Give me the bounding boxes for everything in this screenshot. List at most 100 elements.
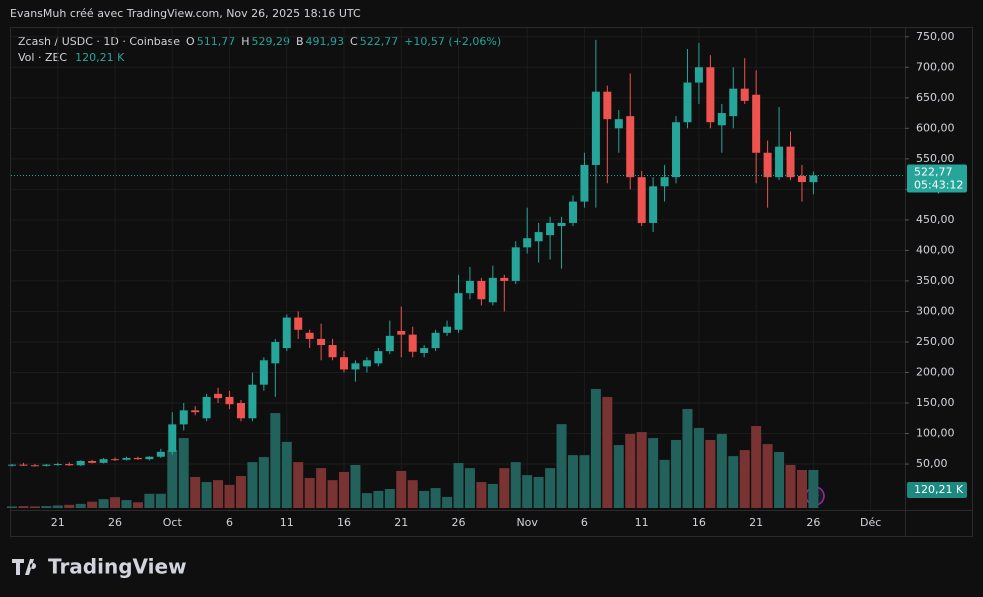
x-tick-label: 21: [749, 516, 763, 529]
volume-bar: [613, 445, 624, 508]
candle-body: [500, 277, 509, 281]
volume-bar: [350, 464, 361, 508]
legend-key: B: [296, 35, 304, 48]
volume-bar: [201, 482, 212, 508]
x-tick-label: 21: [394, 516, 408, 529]
legend-key: H: [241, 35, 249, 48]
volume-bar: [739, 450, 750, 508]
candle-body: [19, 464, 28, 466]
volume-bar: [361, 493, 372, 508]
attribution: EvansMuh créé avec TradingView.com, Nov …: [10, 7, 361, 20]
volume-bar: [751, 426, 762, 508]
x-tick-label: 6: [581, 516, 588, 529]
volume-bar: [235, 476, 246, 508]
y-tick-label: 650,00: [916, 91, 955, 104]
candle-body: [477, 280, 486, 300]
volume-bars: [7, 389, 819, 508]
candle-body: [282, 317, 291, 349]
volume-bar: [636, 432, 647, 508]
candle-body: [614, 119, 623, 129]
legend: Zcash / USDC · 1D · Coinbase O 511,77 H 529,…: [18, 35, 501, 64]
candle-body: [111, 459, 120, 461]
volume-bar: [556, 424, 567, 508]
volume-bar: [52, 505, 63, 508]
candle-body: [454, 293, 463, 330]
x-tick-label: 26: [108, 516, 122, 529]
candle-body: [649, 186, 658, 223]
volume-bar: [110, 497, 121, 508]
y-tick-label: 600,00: [916, 121, 955, 134]
candle-body: [546, 222, 555, 236]
volume-bar: [419, 490, 430, 508]
candle-body: [511, 247, 520, 281]
volume-bar: [671, 439, 682, 508]
volume-bar: [167, 450, 178, 508]
volume-bar: [98, 499, 109, 508]
volume-bar: [213, 480, 224, 508]
candle-body: [8, 464, 16, 466]
volume-bar: [281, 441, 292, 508]
legend-volume-value: 120,21 K: [75, 51, 125, 64]
volume-bar: [64, 504, 75, 508]
volume-bar: [18, 506, 29, 508]
candle-body: [717, 113, 726, 126]
candle-body: [443, 326, 452, 333]
candle-body: [122, 457, 131, 460]
volume-bar: [396, 470, 407, 508]
volume-bar: [132, 502, 143, 508]
volume-bar: [476, 482, 487, 508]
volume-bar: [121, 500, 132, 508]
candle-body: [340, 357, 349, 370]
logo-text: TradingView: [48, 555, 187, 579]
volume-bar: [693, 427, 704, 508]
volume-bar: [533, 476, 544, 508]
x-tick-label: 16: [337, 516, 351, 529]
candle-body: [729, 88, 738, 117]
candle-body: [76, 460, 85, 466]
candle-body: [775, 146, 784, 178]
volume-box: [907, 481, 967, 498]
volume-bar: [442, 496, 453, 508]
x-tick-label: 26: [806, 516, 820, 529]
candle-body: [637, 177, 646, 223]
volume-bar: [293, 462, 304, 508]
candle-body: [248, 384, 257, 419]
candle-body: [305, 332, 314, 339]
candle-body: [408, 334, 417, 352]
y-tick-label: 200,00: [916, 365, 955, 378]
candle-body: [53, 464, 62, 466]
candle-body: [752, 94, 761, 153]
volume-bar: [7, 506, 17, 508]
volume-bar: [499, 468, 510, 508]
candle-body: [191, 410, 200, 413]
volume-bar: [705, 439, 716, 508]
y-tick-label: 50,00: [916, 457, 948, 470]
candle-body: [168, 424, 177, 452]
y-tick-label: 250,00: [916, 335, 955, 348]
candle-body: [626, 116, 635, 178]
legend-volume-name: Vol · ZEC: [18, 51, 67, 64]
candle-body: [88, 460, 97, 463]
countdown: 05:43:12: [914, 178, 963, 191]
x-tick-label: 11: [280, 516, 294, 529]
volume-bar: [247, 462, 258, 508]
volume-bar: [567, 455, 578, 508]
y-tick-label: 150,00: [916, 396, 955, 409]
x-tick-label: Nov: [516, 516, 538, 529]
legend-key: C: [350, 35, 358, 48]
candle-body: [202, 396, 211, 419]
volume-bar: [682, 408, 693, 508]
volume-bar: [648, 438, 659, 508]
volume-bar: [602, 396, 613, 508]
candle-body: [385, 335, 394, 352]
volume-bar: [464, 468, 475, 508]
volume-bar: [545, 468, 556, 508]
candle-body: [591, 91, 600, 165]
volume-bar: [796, 470, 807, 508]
volume-bar: [304, 477, 315, 508]
x-tick-label: Déc: [860, 516, 881, 529]
legend-change: +10,57 (+2,06%): [404, 35, 501, 48]
price-box-label: 522,77: [914, 165, 953, 178]
